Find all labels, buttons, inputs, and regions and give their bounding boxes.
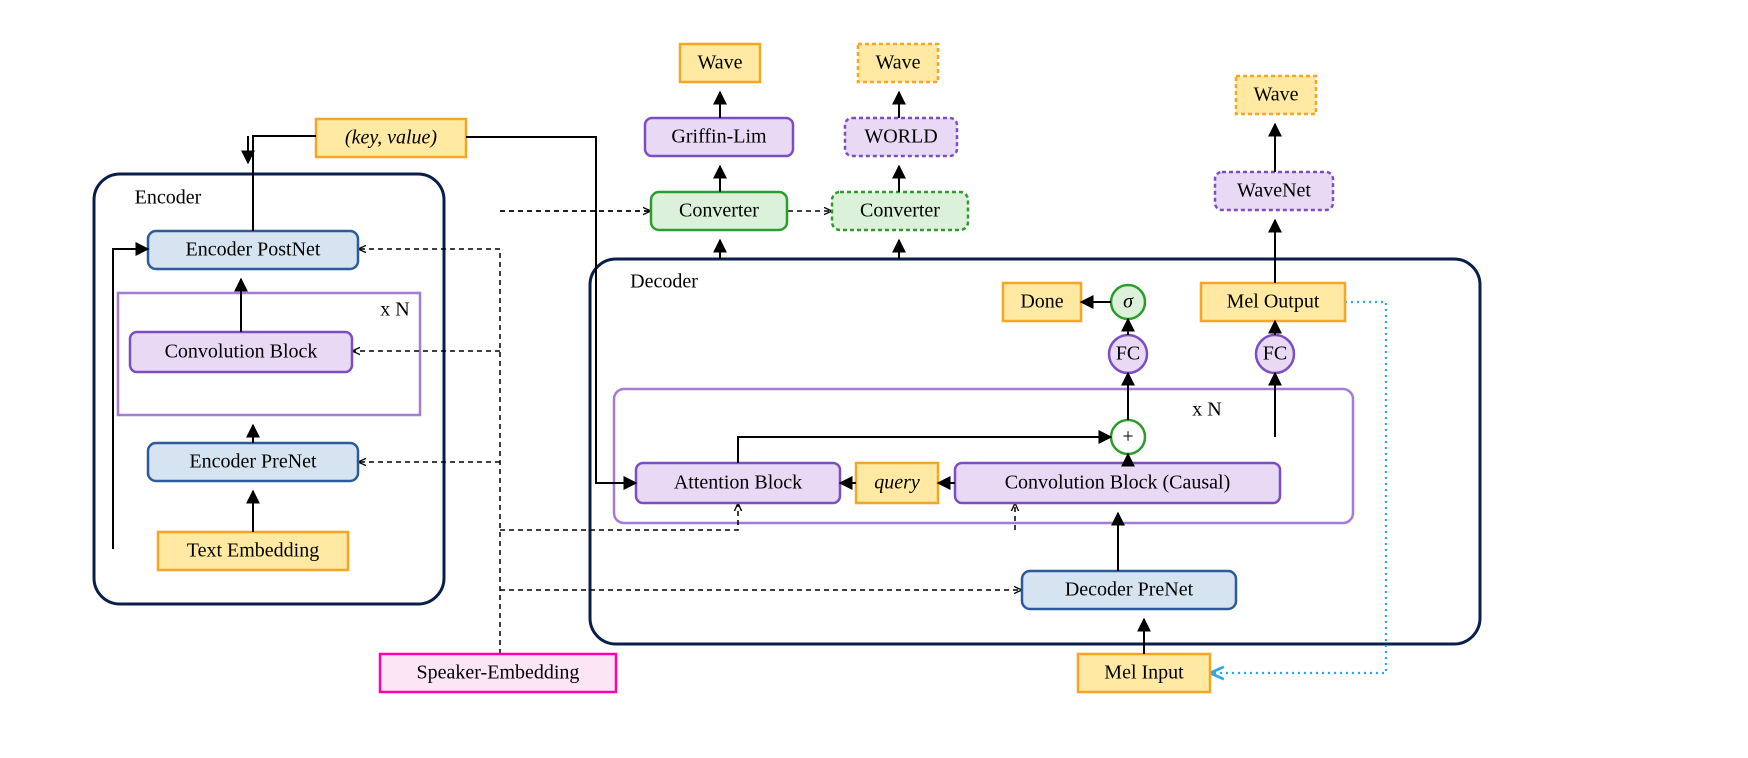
encoder-xN: x N xyxy=(380,299,409,321)
encoder_prenet-label: Encoder PreNet xyxy=(189,451,317,473)
converter1-label: Converter xyxy=(679,200,759,222)
decoder-label: Decoder xyxy=(630,271,698,293)
mel_input-label: Mel Input xyxy=(1104,662,1184,684)
done-label: Done xyxy=(1020,291,1063,313)
wave1-label: Wave xyxy=(697,52,742,74)
fc1-label: FC xyxy=(1116,343,1140,365)
sigma-label: σ xyxy=(1123,291,1134,313)
encoder_postnet-label: Encoder PostNet xyxy=(186,239,321,261)
edge xyxy=(253,136,316,231)
edge xyxy=(466,137,636,483)
wave3-label: Wave xyxy=(1253,84,1298,106)
converter2-label: Converter xyxy=(860,200,940,222)
attention_block-label: Attention Block xyxy=(674,472,802,494)
encoder-label: Encoder xyxy=(135,187,202,209)
world-label: WORLD xyxy=(864,126,937,148)
decoder_prenet-label: Decoder PreNet xyxy=(1065,579,1194,601)
speaker_embedding-label: Speaker-Embedding xyxy=(417,662,580,684)
plus-label: + xyxy=(1122,426,1133,448)
edge xyxy=(738,437,1111,463)
key_value-label: (key, value) xyxy=(345,127,437,149)
conv_block_dec-label: Convolution Block (Causal) xyxy=(1005,472,1231,494)
mel_output-label: Mel Output xyxy=(1227,291,1320,313)
wave2-label: Wave xyxy=(875,52,920,74)
query-label: query xyxy=(874,472,920,494)
griffin-label: Griffin-Lim xyxy=(671,126,767,148)
speaker-edge xyxy=(500,503,738,530)
fc2-label: FC xyxy=(1263,343,1287,365)
conv_block_enc-label: Convolution Block xyxy=(165,341,318,363)
text_embedding-label: Text Embedding xyxy=(187,540,319,562)
decoder-xN: x N xyxy=(1192,399,1221,421)
architecture-diagram: Encoder Decoder x N x N Encoder PostNet Convo… xyxy=(0,0,1748,758)
wavenet-label: WaveNet xyxy=(1237,180,1311,202)
